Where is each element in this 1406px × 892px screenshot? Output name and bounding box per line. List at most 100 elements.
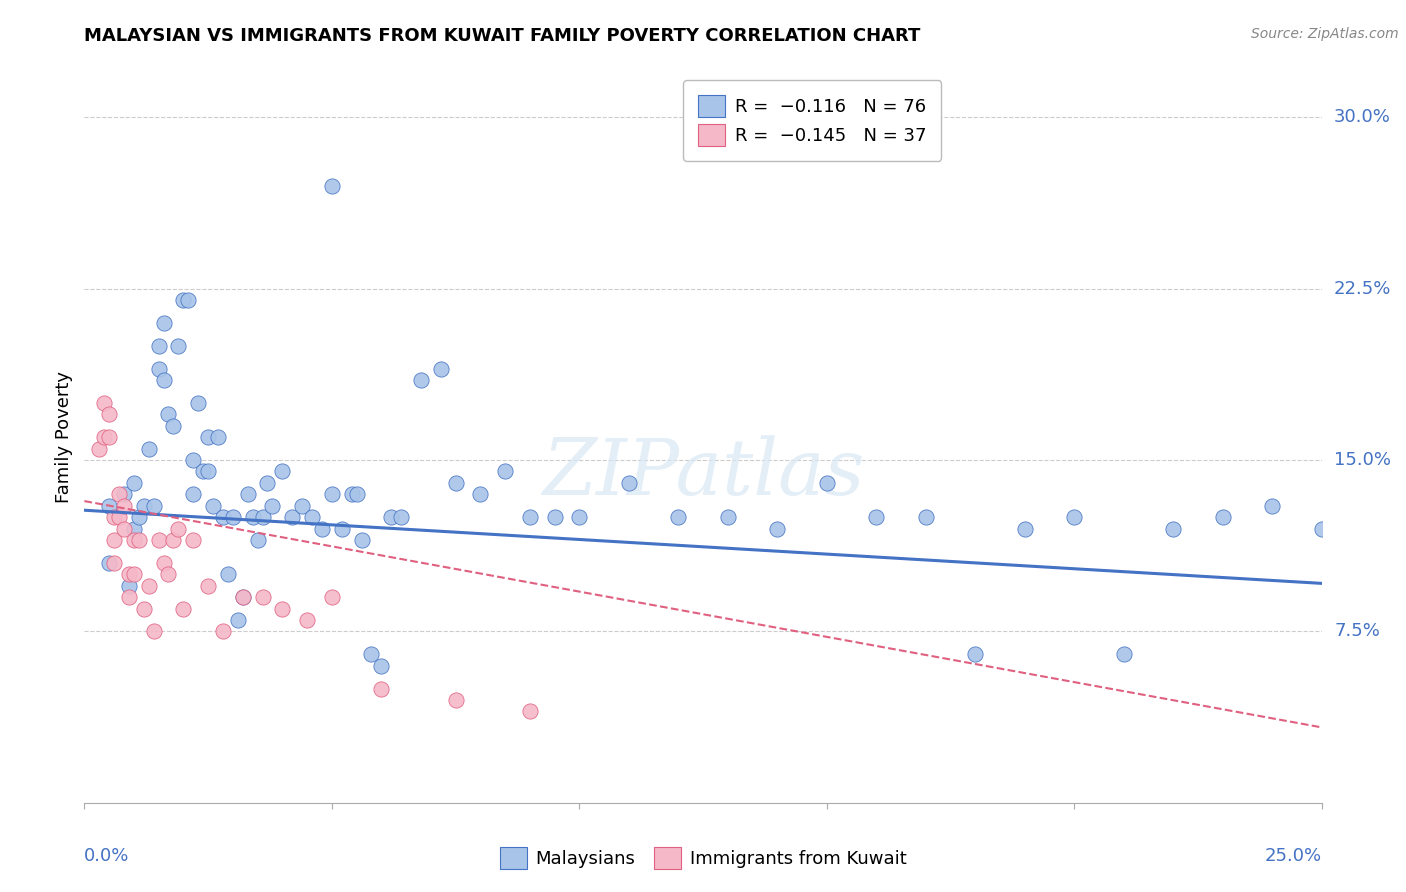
Text: 22.5%: 22.5% (1334, 279, 1392, 298)
Point (157, 407, 180, 421)
Point (187, 396, 209, 410)
Point (281, 510, 304, 524)
Point (330, 521, 353, 535)
Point (346, 487, 368, 501)
Point (380, 510, 402, 524)
Point (202, 499, 225, 513)
Point (1014, 521, 1036, 535)
Point (191, 464, 214, 478)
Point (152, 556, 174, 570)
Point (1112, 647, 1135, 661)
Point (89, 442, 111, 456)
Point (321, 487, 343, 501)
Text: 15.0%: 15.0% (1334, 451, 1391, 469)
Point (93, 430, 115, 444)
Point (98, 430, 121, 444)
Point (108, 487, 131, 501)
Y-axis label: Family Poverty: Family Poverty (55, 371, 73, 503)
Point (167, 521, 190, 535)
Point (271, 464, 294, 478)
Point (98, 407, 121, 421)
Point (717, 510, 740, 524)
Point (103, 510, 125, 524)
Point (252, 510, 274, 524)
Point (389, 510, 412, 524)
Point (162, 533, 184, 547)
Point (142, 499, 165, 513)
Point (93, 396, 115, 410)
Point (236, 487, 259, 501)
Point (262, 499, 284, 513)
Point (321, 178, 343, 193)
Point (291, 499, 314, 513)
Point (815, 475, 838, 490)
Point (256, 475, 278, 490)
Point (132, 499, 155, 513)
Point (162, 418, 184, 433)
Point (252, 590, 274, 604)
Point (321, 590, 343, 604)
Point (444, 693, 467, 707)
Point (494, 464, 516, 478)
Point (212, 510, 235, 524)
Text: 7.5%: 7.5% (1334, 623, 1379, 640)
Point (212, 624, 235, 639)
Point (429, 361, 451, 376)
Point (138, 579, 160, 593)
Point (181, 453, 204, 467)
Point (148, 338, 170, 352)
Point (246, 533, 269, 547)
Legend: Malaysians, Immigrants from Kuwait: Malaysians, Immigrants from Kuwait (491, 838, 915, 878)
Point (122, 475, 145, 490)
Point (350, 533, 373, 547)
Point (112, 487, 135, 501)
Point (138, 442, 160, 456)
Point (112, 521, 135, 535)
Point (157, 567, 180, 582)
Point (177, 293, 200, 307)
Point (311, 521, 333, 535)
Point (122, 567, 145, 582)
Point (207, 430, 229, 444)
Point (666, 510, 689, 524)
Point (1261, 499, 1284, 513)
Text: MALAYSIAN VS IMMIGRANTS FROM KUWAIT FAMILY POVERTY CORRELATION CHART: MALAYSIAN VS IMMIGRANTS FROM KUWAIT FAMI… (84, 27, 921, 45)
Point (965, 647, 987, 661)
Point (197, 579, 219, 593)
Point (181, 487, 204, 501)
Point (543, 510, 565, 524)
Point (98, 556, 121, 570)
Point (103, 533, 125, 547)
Point (766, 521, 789, 535)
Point (301, 510, 323, 524)
Point (148, 361, 170, 376)
Point (118, 590, 141, 604)
Point (132, 601, 155, 615)
Point (122, 533, 145, 547)
Point (1161, 521, 1184, 535)
Point (617, 475, 640, 490)
Text: 30.0%: 30.0% (1334, 108, 1391, 126)
Point (108, 510, 131, 524)
Point (181, 533, 204, 547)
Text: Source: ZipAtlas.com: Source: ZipAtlas.com (1251, 27, 1399, 41)
Point (222, 510, 245, 524)
Point (340, 487, 363, 501)
Point (409, 373, 432, 387)
Point (295, 613, 318, 627)
Point (122, 521, 145, 535)
Point (103, 556, 125, 570)
Point (232, 590, 254, 604)
Point (148, 533, 170, 547)
Point (1212, 510, 1234, 524)
Point (470, 487, 492, 501)
Point (98, 499, 121, 513)
Point (865, 510, 887, 524)
Point (568, 510, 591, 524)
Point (370, 658, 392, 673)
Point (152, 316, 174, 330)
Point (172, 293, 194, 307)
Point (370, 681, 392, 696)
Point (1063, 510, 1085, 524)
Point (519, 705, 541, 719)
